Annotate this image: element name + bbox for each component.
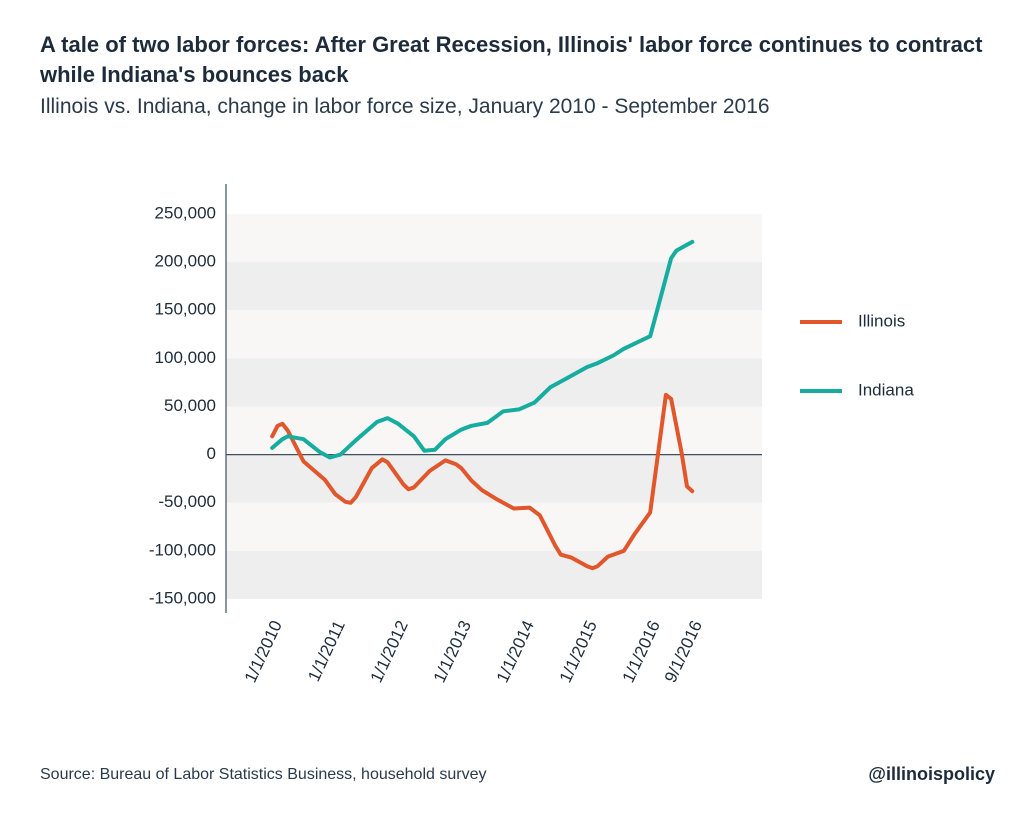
series-line [270,392,695,571]
grid-band [226,214,762,263]
legend-label: Indiana [858,380,914,399]
grid-band [226,550,762,599]
series-line [270,239,695,460]
grid-band [226,502,762,551]
grid-band [226,262,762,311]
y-tick-label: 50,000 [164,396,216,415]
x-tick-label: 1/1/2015 [556,618,601,686]
y-tick-label: -100,000 [149,540,216,559]
y-tick-label: 0 [207,444,216,463]
grid-band [226,358,762,407]
y-tick-label: 200,000 [155,252,216,271]
x-tick-label: 9/1/2016 [661,618,706,686]
source-note: Source: Bureau of Labor Statistics Busin… [40,766,487,783]
grid-band [226,454,762,503]
x-tick-label: 1/1/2013 [430,618,475,686]
y-tick-label: 250,000 [155,203,216,222]
x-tick-label: 1/1/2011 [304,618,349,685]
legend-label: Illinois [858,311,905,330]
chart-title: A tale of two labor forces: After Great … [40,32,983,87]
x-tick-label: 1/1/2010 [241,618,286,686]
y-tick-label: -50,000 [158,492,216,511]
x-tick-label: 1/1/2012 [367,618,412,686]
y-tick-label: 150,000 [155,300,216,319]
chart-subtitle: Illinois vs. Indiana, change in labor fo… [40,95,770,118]
credit: @illinoispolicy [868,764,995,784]
x-tick-label: 1/1/2016 [619,618,664,686]
grid-band [226,310,762,359]
y-tick-label: 100,000 [155,348,216,367]
y-tick-label: -150,000 [149,588,216,607]
x-tick-label: 1/1/2014 [493,618,538,686]
